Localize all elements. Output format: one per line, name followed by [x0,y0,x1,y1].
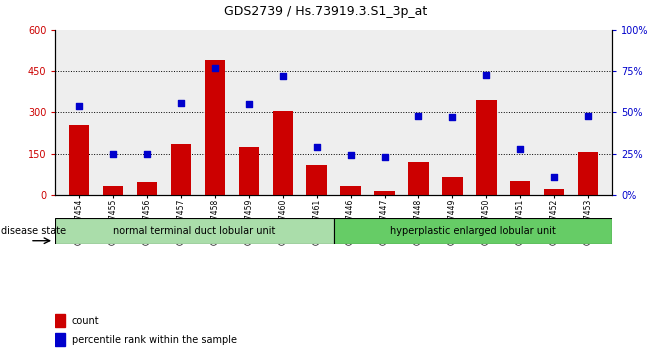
Text: GDS2739 / Hs.73919.3.S1_3p_at: GDS2739 / Hs.73919.3.S1_3p_at [224,5,427,18]
Bar [103,187,123,195]
Point [108,151,118,156]
Bar [55,218,333,244]
Bar [510,181,531,195]
Point [380,154,390,160]
Text: disease state: disease state [1,226,66,236]
Point [243,101,254,107]
Point [176,100,186,105]
Point [515,146,525,152]
Bar [204,60,225,195]
Bar [340,187,361,195]
Bar [442,177,463,195]
Bar [69,125,89,195]
Bar [55,314,65,327]
Bar [239,147,259,195]
Bar [476,100,497,195]
Bar [544,189,564,195]
Point [277,73,288,79]
Point [210,65,220,71]
Bar [55,333,65,346]
Point [583,113,594,119]
Text: percentile rank within the sample: percentile rank within the sample [72,335,236,345]
Bar [374,190,395,195]
Text: hyperplastic enlarged lobular unit: hyperplastic enlarged lobular unit [390,226,556,236]
Point [142,151,152,156]
Bar [333,218,612,244]
Point [346,152,356,158]
Bar [137,182,157,195]
Bar [171,144,191,195]
Bar [408,162,428,195]
Bar [273,111,293,195]
Text: normal terminal duct lobular unit: normal terminal duct lobular unit [113,226,275,236]
Text: count: count [72,316,99,326]
Bar [578,152,598,195]
Point [311,144,322,150]
Point [413,113,424,119]
Point [549,174,559,179]
Point [447,114,458,120]
Bar [307,165,327,195]
Point [74,103,84,109]
Point [481,72,492,78]
